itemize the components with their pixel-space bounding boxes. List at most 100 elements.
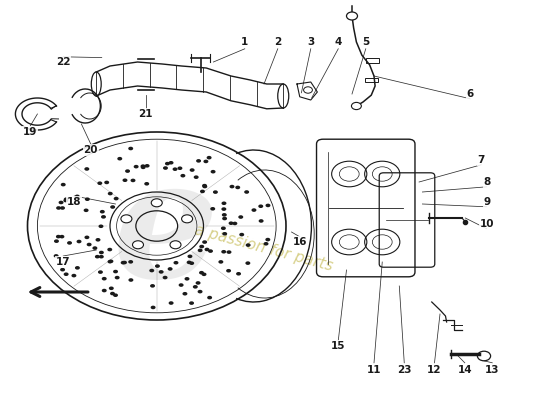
Text: 9: 9 [483, 197, 490, 207]
Circle shape [102, 289, 107, 292]
Circle shape [123, 178, 128, 182]
Text: 10: 10 [480, 219, 494, 229]
Text: 13: 13 [485, 365, 499, 375]
Circle shape [72, 274, 76, 277]
Circle shape [193, 285, 198, 289]
Circle shape [114, 197, 119, 200]
Circle shape [265, 238, 270, 241]
Circle shape [222, 217, 227, 220]
Circle shape [189, 301, 194, 305]
Circle shape [218, 260, 223, 264]
Circle shape [207, 296, 212, 300]
Circle shape [85, 198, 90, 201]
Circle shape [200, 190, 205, 193]
Circle shape [229, 185, 234, 188]
Text: e: e [112, 151, 218, 313]
Circle shape [56, 206, 61, 210]
Circle shape [150, 284, 155, 288]
Circle shape [130, 179, 135, 182]
Circle shape [96, 238, 101, 242]
Circle shape [108, 260, 113, 263]
Circle shape [145, 164, 150, 168]
Text: 11: 11 [367, 365, 381, 375]
Circle shape [168, 161, 173, 164]
Circle shape [222, 207, 227, 211]
Circle shape [173, 261, 178, 264]
Text: 21: 21 [139, 109, 153, 119]
Text: 1: 1 [241, 37, 249, 47]
Text: 22: 22 [56, 57, 70, 67]
Circle shape [207, 156, 212, 160]
Circle shape [227, 250, 232, 254]
Circle shape [245, 261, 250, 265]
Circle shape [110, 205, 115, 209]
Circle shape [204, 160, 208, 163]
Circle shape [188, 254, 192, 258]
Circle shape [54, 254, 59, 258]
Circle shape [113, 270, 118, 273]
Circle shape [128, 260, 133, 264]
Circle shape [84, 208, 89, 212]
Circle shape [211, 170, 216, 174]
Circle shape [213, 190, 218, 194]
Circle shape [104, 181, 109, 184]
Circle shape [64, 197, 69, 201]
Circle shape [107, 260, 112, 264]
Circle shape [99, 255, 104, 258]
Circle shape [125, 169, 130, 173]
Circle shape [169, 301, 174, 305]
Circle shape [258, 204, 263, 208]
Circle shape [87, 243, 92, 246]
Circle shape [163, 276, 168, 279]
Text: 19: 19 [23, 127, 37, 137]
Circle shape [185, 277, 190, 281]
Circle shape [251, 208, 256, 212]
Circle shape [190, 168, 195, 172]
Circle shape [258, 219, 263, 223]
Circle shape [155, 264, 160, 268]
Circle shape [64, 272, 69, 276]
Circle shape [239, 233, 244, 236]
Circle shape [75, 194, 80, 198]
Circle shape [120, 261, 125, 264]
Circle shape [202, 185, 207, 188]
Circle shape [60, 183, 65, 186]
Circle shape [182, 215, 192, 223]
Circle shape [128, 147, 133, 150]
Circle shape [159, 270, 164, 274]
Text: 4: 4 [334, 37, 342, 47]
Circle shape [201, 272, 206, 276]
Circle shape [210, 207, 215, 210]
Text: 18: 18 [67, 197, 81, 207]
Text: 16: 16 [293, 237, 307, 247]
Circle shape [151, 199, 162, 207]
Circle shape [92, 246, 97, 250]
Circle shape [477, 351, 491, 361]
Circle shape [222, 232, 227, 236]
Circle shape [170, 241, 181, 249]
Circle shape [117, 157, 122, 160]
Circle shape [346, 12, 358, 20]
Circle shape [133, 241, 144, 249]
Text: 6: 6 [466, 89, 474, 99]
Text: 12: 12 [427, 365, 442, 375]
Circle shape [163, 166, 168, 170]
Circle shape [59, 201, 64, 204]
Circle shape [194, 175, 199, 179]
Circle shape [221, 226, 226, 230]
Circle shape [144, 182, 149, 186]
Circle shape [235, 186, 240, 189]
Circle shape [266, 204, 271, 207]
Circle shape [205, 248, 210, 251]
Circle shape [100, 210, 105, 214]
Circle shape [54, 239, 59, 243]
Circle shape [121, 215, 132, 223]
Circle shape [221, 250, 226, 254]
Circle shape [202, 240, 207, 244]
Circle shape [122, 261, 127, 264]
Circle shape [179, 283, 184, 287]
Circle shape [351, 102, 361, 110]
Circle shape [226, 269, 231, 272]
Circle shape [244, 190, 249, 194]
Circle shape [199, 245, 204, 248]
